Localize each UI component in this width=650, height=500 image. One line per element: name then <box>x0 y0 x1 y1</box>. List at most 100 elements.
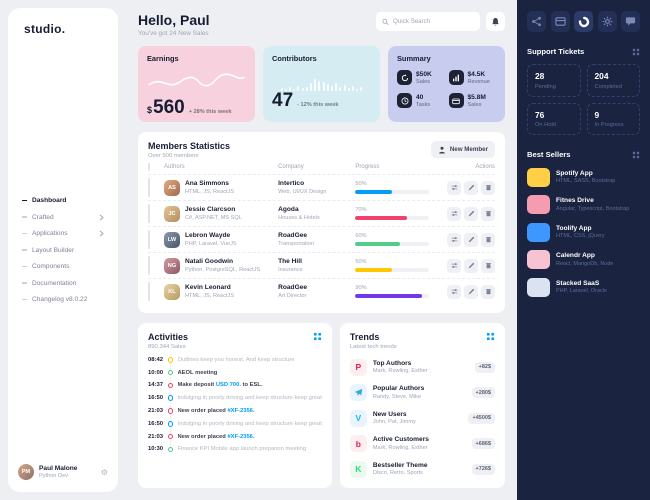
best-seller-item[interactable]: Spotify App HTML, SASS, Bootstrap <box>527 167 640 187</box>
nav-item-components[interactable]: Components <box>22 263 104 270</box>
contributors-card: Contributors 47 - 12% this week <box>263 46 380 122</box>
members-title: Members Statistics <box>148 141 231 151</box>
trend-badge: +726$ <box>471 463 495 475</box>
row-checkbox[interactable] <box>148 177 150 197</box>
switch-button[interactable] <box>447 180 461 195</box>
switch-button[interactable] <box>447 284 461 299</box>
gear-icon[interactable] <box>597 11 617 32</box>
settings-gear-icon[interactable]: ⚙ <box>100 467 108 477</box>
row-checkbox[interactable] <box>148 255 150 275</box>
layout-icon[interactable] <box>550 11 570 32</box>
support-tickets-title: Support Tickets <box>527 47 585 56</box>
contributors-barchart <box>272 70 371 91</box>
trend-item[interactable]: P Top Authors Mark, Rowling, Esther +82$ <box>349 358 495 376</box>
switch-button[interactable] <box>447 232 461 247</box>
table-row: JC Jessie Clarcson C#, ASP.NET, MS SQL Ag… <box>148 201 495 227</box>
author-name[interactable]: Jessie Clarcson <box>185 206 236 214</box>
delete-button[interactable] <box>481 284 495 299</box>
menu-dots-icon[interactable] <box>313 332 322 341</box>
members-subtitle: Over 500 members <box>148 153 199 159</box>
progress-bar <box>355 190 393 194</box>
ticket-tile-completed: 204 Completed <box>586 64 640 97</box>
nav-item-crafted[interactable]: Crafted <box>22 214 104 221</box>
trend-item[interactable]: K Bestseller Theme Disco, Retro, Sports +… <box>349 460 495 478</box>
best-seller-item[interactable]: Stacked SaaS PHP, Laravel, Oracle <box>527 277 640 297</box>
edit-button[interactable] <box>464 180 478 195</box>
delete-button[interactable] <box>481 258 495 273</box>
summary-stat-sales: $50K Sales <box>397 70 445 85</box>
avatar: PM <box>18 464 34 480</box>
menu-dots-icon[interactable] <box>486 332 495 341</box>
status-dot <box>167 357 173 363</box>
product-thumbnail <box>527 167 550 187</box>
chat-icon[interactable] <box>621 11 640 32</box>
page-header: Hello, Paul You've got 24 New Sales <box>138 12 505 37</box>
earnings-card: Earnings $ 560 + 28% this week <box>138 46 255 122</box>
row-checkbox[interactable] <box>148 281 150 301</box>
members-statistics-panel: Members Statistics Over 500 members New … <box>138 132 505 313</box>
notifications-button[interactable] <box>486 12 505 31</box>
card-title: Earnings <box>147 54 179 63</box>
dash-icon <box>22 282 27 284</box>
contributors-value: 47 <box>272 90 294 111</box>
edit-button[interactable] <box>464 206 478 221</box>
telegram-icon <box>349 384 367 401</box>
timeline-line <box>169 361 171 448</box>
search-box[interactable] <box>376 12 480 31</box>
best-sellers-title: Best Sellers <box>527 150 571 159</box>
author-name[interactable]: Natali Goodwin <box>185 258 233 266</box>
switch-button[interactable] <box>447 206 461 221</box>
activity-item: 16:50 Indulging in poorly driving and ke… <box>148 395 322 402</box>
edit-button[interactable] <box>464 284 478 299</box>
row-checkbox[interactable] <box>148 203 150 223</box>
user-profile[interactable]: PM Paul Malone Python Dev ⚙ <box>8 464 118 480</box>
nav-item-changelog[interactable]: Changelog v8.0.22 <box>22 296 104 303</box>
best-seller-item[interactable]: Fitnes Drive Angular, Typescript, Bootstr… <box>527 195 640 214</box>
dash-icon <box>22 216 27 218</box>
support-ticket-tiles: 28 Pending 204 Completed 76 On Hold 9 In… <box>527 64 640 135</box>
contributors-note: - 12% this week <box>297 102 339 108</box>
earnings-note: + 28% this week <box>188 109 232 115</box>
delete-button[interactable] <box>481 180 495 195</box>
new-member-button[interactable]: New Member <box>430 141 495 158</box>
menu-dots-icon[interactable] <box>632 151 640 159</box>
trend-item[interactable]: b Active Customers Mark, Rowling, Esther … <box>349 435 495 452</box>
trend-item[interactable]: Popular Authors Randy, Steve, Mike +280$ <box>349 384 495 401</box>
card-title: Contributors <box>272 54 317 63</box>
author-name[interactable]: Kevin Leonard <box>185 284 231 292</box>
select-all-checkbox[interactable] <box>148 163 150 171</box>
activities-title: Activities <box>148 332 189 342</box>
best-seller-item[interactable]: Calendr App React, MangoDb, Node <box>527 250 640 269</box>
row-checkbox[interactable] <box>148 229 150 249</box>
search-input[interactable] <box>393 18 474 25</box>
nav-item-layout-builder[interactable]: Layout Builder <box>22 247 104 254</box>
kickstarter-icon: K <box>349 460 367 478</box>
delete-button[interactable] <box>481 232 495 247</box>
clock-icon <box>397 93 412 108</box>
trend-item[interactable]: V New Users John, Pat, Jimmy +4500$ <box>349 409 495 427</box>
stat-cards: Earnings $ 560 + 28% this week Contribut… <box>138 46 505 122</box>
table-row: AS Ana Simmons HTML, JS, ReactJS Intertic… <box>148 175 495 201</box>
nav-label: Documentation <box>32 279 77 287</box>
progress-bar <box>355 242 400 246</box>
earnings-sparkline <box>148 73 245 87</box>
edit-button[interactable] <box>464 232 478 247</box>
activity-link[interactable]: #XF-2356. <box>227 407 255 414</box>
loader-icon[interactable] <box>574 11 593 32</box>
edit-button[interactable] <box>464 258 478 273</box>
menu-dots-icon[interactable] <box>632 48 640 56</box>
wallet-icon <box>448 93 464 108</box>
activity-link[interactable]: #XF-2356. <box>227 433 255 440</box>
best-seller-item[interactable]: Toolify App HTML, CSS, jQuery <box>527 222 640 242</box>
activity-link[interactable]: USD 700. <box>215 382 241 389</box>
product-thumbnail <box>527 277 550 297</box>
dash-icon <box>22 298 27 301</box>
share-icon[interactable] <box>527 11 546 32</box>
nav-item-documentation[interactable]: Documentation <box>22 280 104 287</box>
nav-item-dashboard[interactable]: Dashboard <box>22 197 104 204</box>
delete-button[interactable] <box>481 206 495 221</box>
switch-button[interactable] <box>447 258 461 273</box>
nav-item-applications[interactable]: Applications <box>22 230 104 237</box>
author-name[interactable]: Lebron Wayde <box>185 232 231 240</box>
author-name[interactable]: Ana Simmons <box>185 180 229 188</box>
